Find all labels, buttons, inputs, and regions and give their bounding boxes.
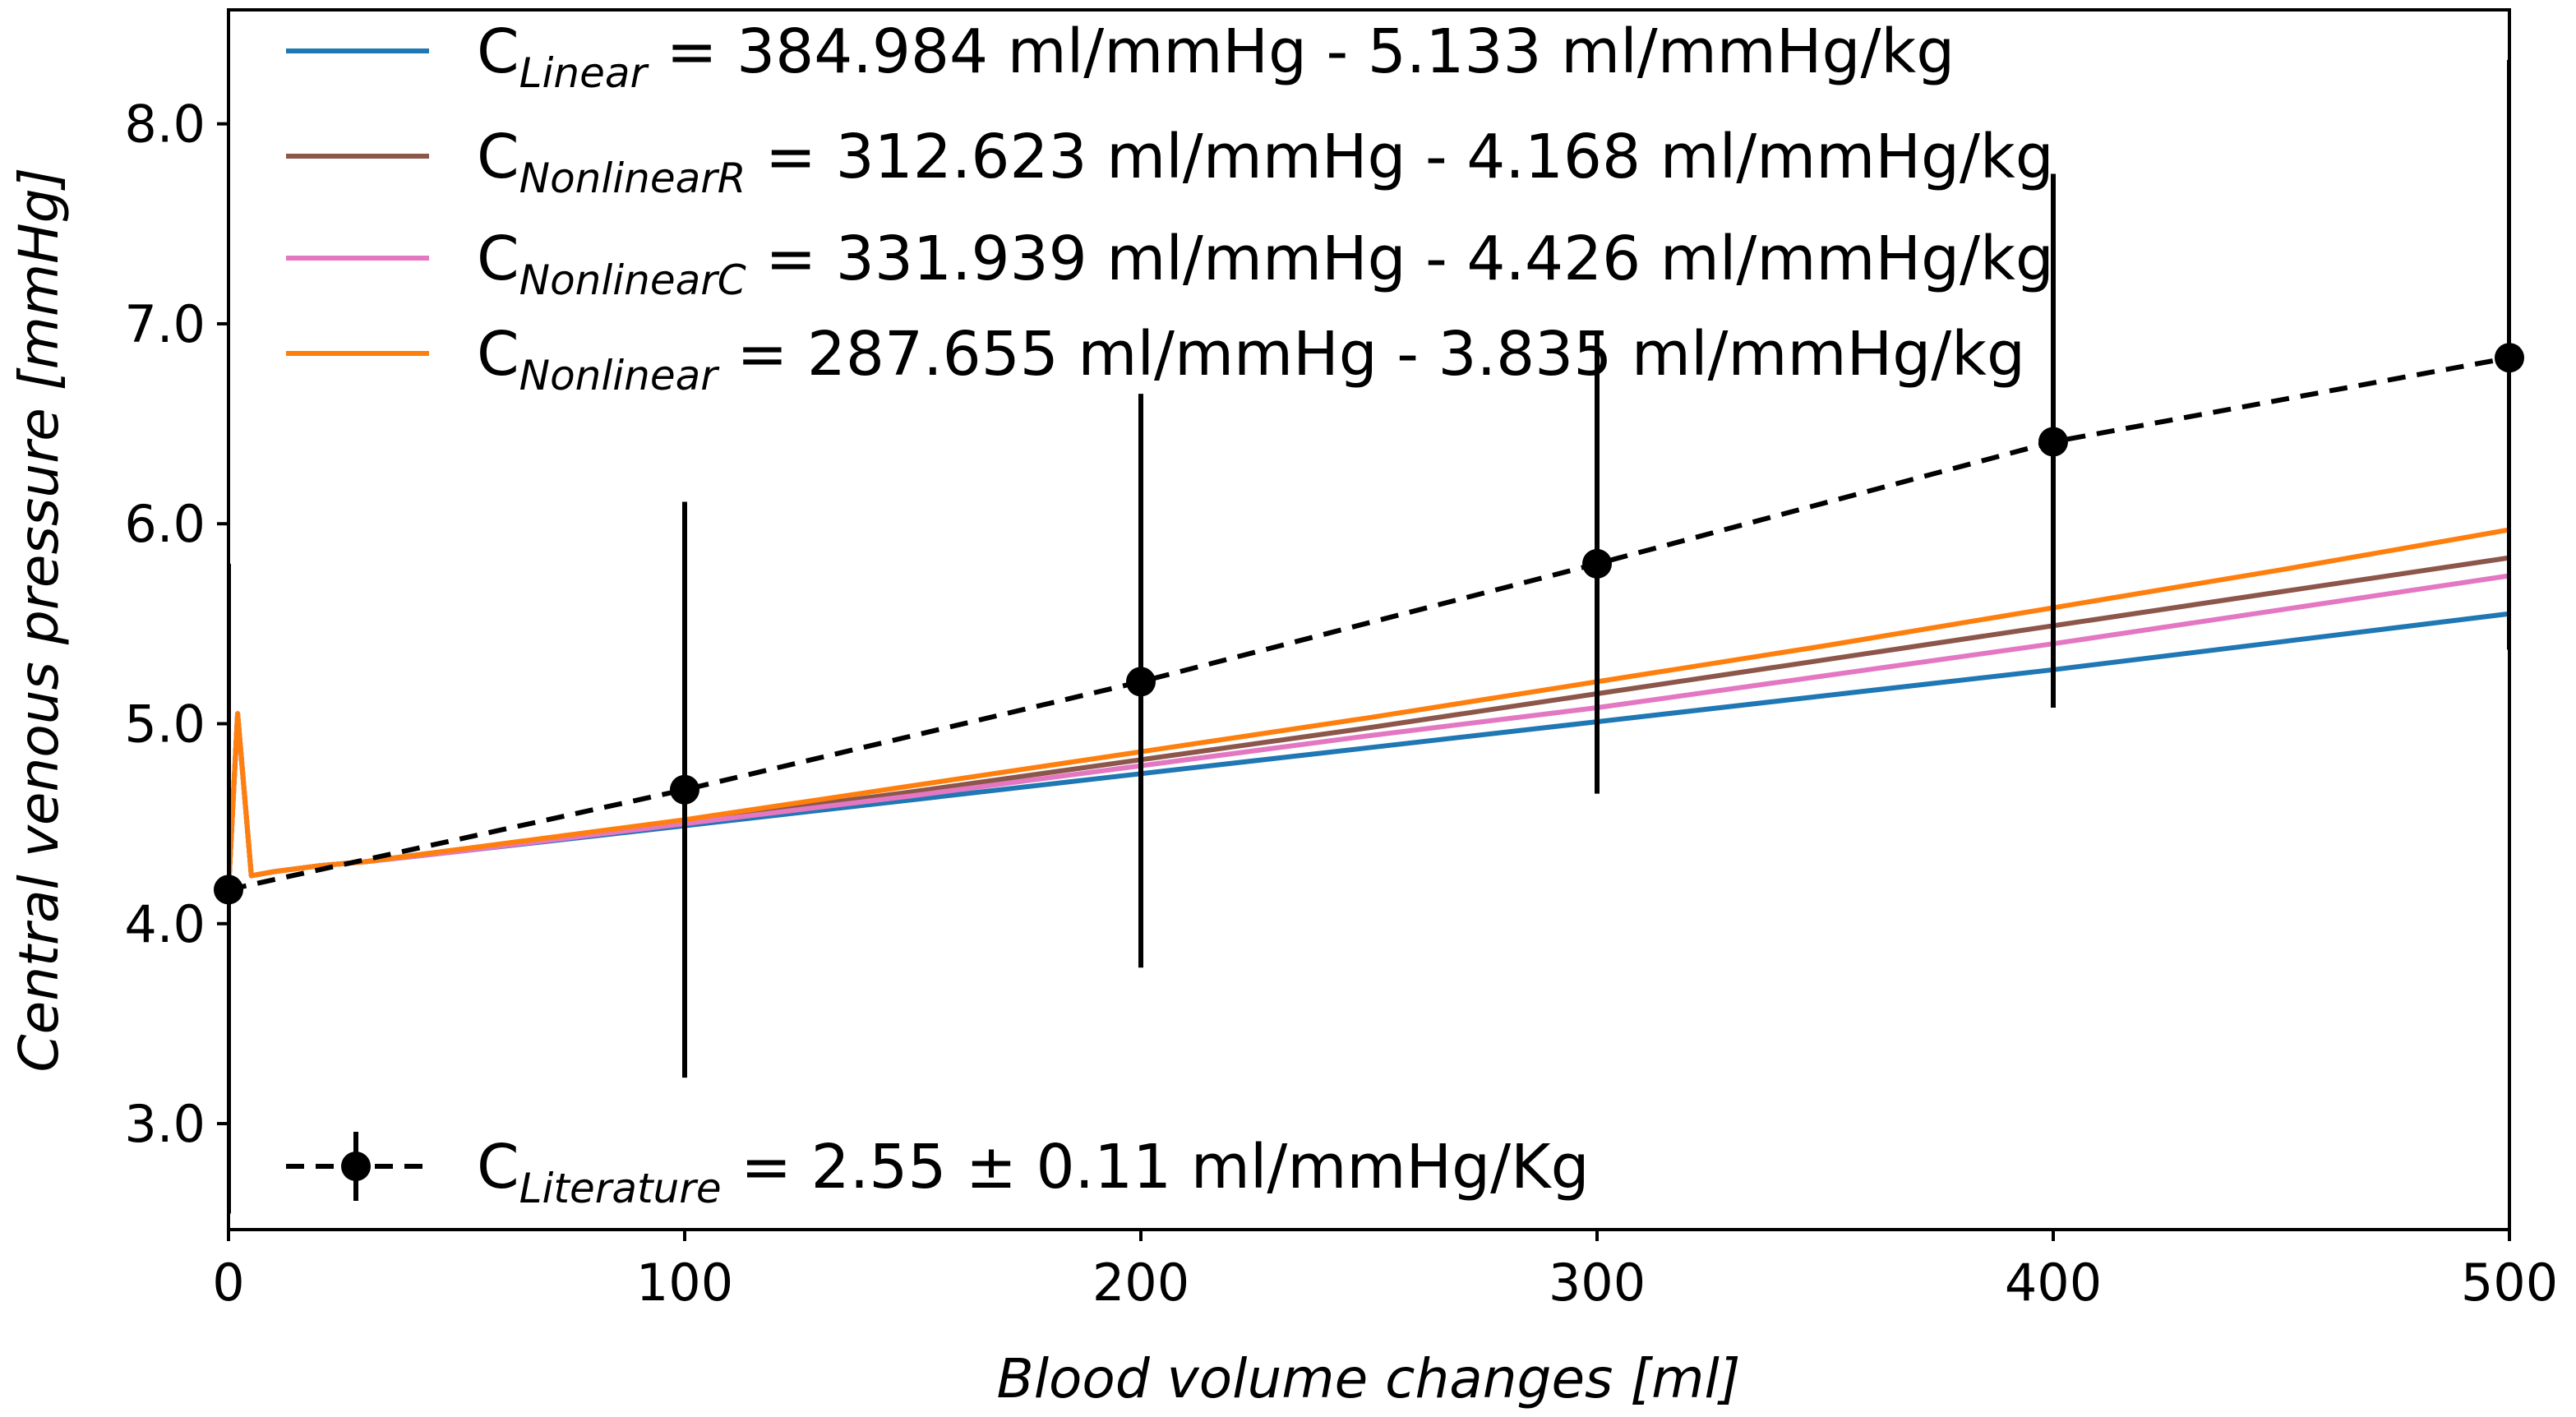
- legend-subscript: Linear: [519, 49, 650, 97]
- legend-swatch-marker: [341, 1152, 371, 1181]
- legend-upper: CLinear = 384.984 ml/mmHg - 5.133 ml/mmH…: [286, 16, 2054, 399]
- plot-frame: [227, 8, 2511, 1231]
- legend-value: = 2.55 ± 0.11 ml/mmHg/Kg: [722, 1132, 1590, 1202]
- legend-label: CNonlinearR = 312.623 ml/mmHg - 4.168 ml…: [477, 122, 2054, 202]
- legend-prefix: C: [477, 16, 519, 87]
- legend-value: = 331.939 ml/mmHg - 4.426 ml/mmHg/kg: [746, 224, 2054, 294]
- legend-prefix: C: [477, 1132, 519, 1202]
- y-axis-label: Central venous pressure [mmHg]: [7, 168, 71, 1073]
- legend-prefix: C: [477, 224, 519, 294]
- data-point: [1126, 667, 1156, 697]
- legend-subscript: Literature: [519, 1165, 722, 1212]
- data-point: [670, 774, 699, 805]
- legend-value: = 287.655 ml/mmHg - 3.835 ml/mmHg/kg: [718, 319, 2025, 390]
- series-line-nonlinear: [229, 527, 2509, 890]
- legend-label: CLinear = 384.984 ml/mmHg - 5.133 ml/mmH…: [477, 16, 1955, 97]
- x-axis-label: Blood volume changes [ml]: [996, 1347, 1740, 1410]
- y-tick-label: 8.0: [124, 95, 205, 155]
- legend-lower: CLiterature = 2.55 ± 0.11 ml/mmHg/Kg: [286, 1132, 1590, 1212]
- y-tick-label: 7.0: [124, 294, 205, 354]
- legend-prefix: C: [477, 122, 519, 192]
- legend-subscript: NonlinearR: [519, 155, 746, 202]
- x-tick-label: 400: [2005, 1253, 2102, 1313]
- legend-value: = 312.623 ml/mmHg - 4.168 ml/mmHg/kg: [746, 122, 2054, 192]
- x-tick-label: 100: [636, 1253, 733, 1313]
- legend-label: CNonlinearC = 331.939 ml/mmHg - 4.426 ml…: [477, 224, 2054, 304]
- legend-label: CLiterature = 2.55 ± 0.11 ml/mmHg/Kg: [477, 1132, 1590, 1212]
- legend-prefix: C: [477, 319, 519, 390]
- y-tick-label: 3.0: [124, 1094, 205, 1154]
- series-line-literature: [229, 355, 2509, 893]
- data-point: [2038, 427, 2068, 457]
- y-tick-label: 5.0: [124, 695, 205, 755]
- y-tick-label: 6.0: [124, 494, 205, 554]
- legend-subscript: NonlinearC: [519, 256, 746, 304]
- legend-subscript: Nonlinear: [519, 352, 721, 399]
- y-tick-label: 4.0: [124, 894, 205, 954]
- y-axis: 3.0 4.0 5.0 6.0 7.0 8.0: [124, 95, 229, 1154]
- legend-value: = 384.984 ml/mmHg - 5.133 ml/mmHg/kg: [647, 16, 1955, 87]
- legend-label: CNonlinear = 287.655 ml/mmHg - 3.835 ml/…: [477, 319, 2025, 399]
- x-axis: 0 100 200 300 400 500: [212, 1230, 2558, 1313]
- x-tick-label: 0: [212, 1253, 244, 1313]
- data-point: [1582, 548, 1612, 579]
- x-tick-label: 500: [2461, 1253, 2558, 1313]
- x-tick-label: 200: [1092, 1253, 1189, 1313]
- series-layer: [229, 355, 2509, 893]
- x-tick-label: 300: [1549, 1253, 1646, 1313]
